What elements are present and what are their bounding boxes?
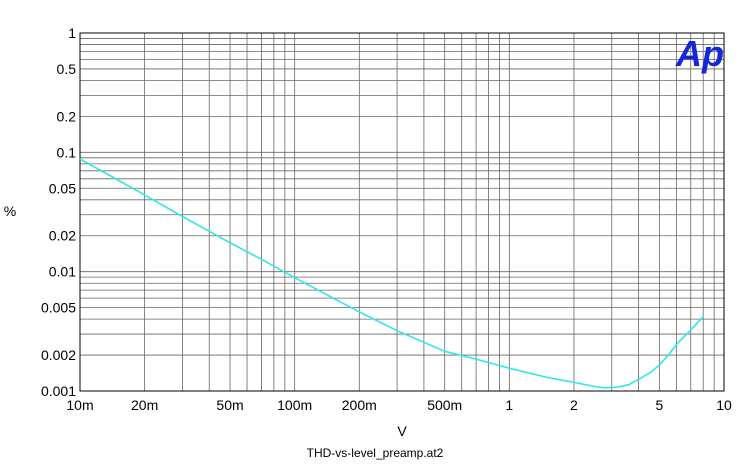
plot-frame (79, 32, 725, 392)
grid-lines (79, 33, 724, 392)
x-tick-label: 2 (570, 397, 578, 413)
x-tick-label: 50m (216, 397, 243, 413)
y-tick-label: 0.001 (41, 383, 76, 399)
x-tick-label: 100m (277, 397, 312, 413)
series-layer (79, 158, 704, 389)
x-axis-label: V (397, 423, 407, 439)
y-tick-label: 0.02 (49, 228, 76, 244)
x-tick-label: 1 (505, 397, 513, 413)
x-tick-label: 10 (716, 397, 732, 413)
chart-caption: THD-vs-level_preamp.at2 (307, 446, 444, 460)
x-tick-label: 500m (427, 397, 462, 413)
ap-logo: Ap (675, 33, 724, 74)
x-tick-label: 20m (131, 397, 158, 413)
x-tick-label: 5 (655, 397, 663, 413)
y-tick-label: 0.01 (49, 264, 76, 280)
x-tick-label: 10m (66, 397, 93, 413)
tick-labels: 10m 20m 50m 100m 200m 500m 1 2 5 10 1 0.5 0.2 0.1 0.05… (41, 25, 732, 413)
y-tick-label: 1 (68, 25, 76, 41)
y-tick-label: 0.005 (41, 300, 76, 316)
y-tick-label: 0.1 (57, 144, 77, 160)
series-line (79, 158, 704, 389)
y-tick-label: 0.2 (57, 108, 77, 124)
x-tick-label: 200m (342, 397, 377, 413)
y-tick-label: 0.5 (57, 61, 77, 77)
y-tick-label: 0.05 (49, 180, 76, 196)
y-axis-label: % (4, 203, 16, 219)
y-tick-label: 0.002 (41, 347, 76, 363)
